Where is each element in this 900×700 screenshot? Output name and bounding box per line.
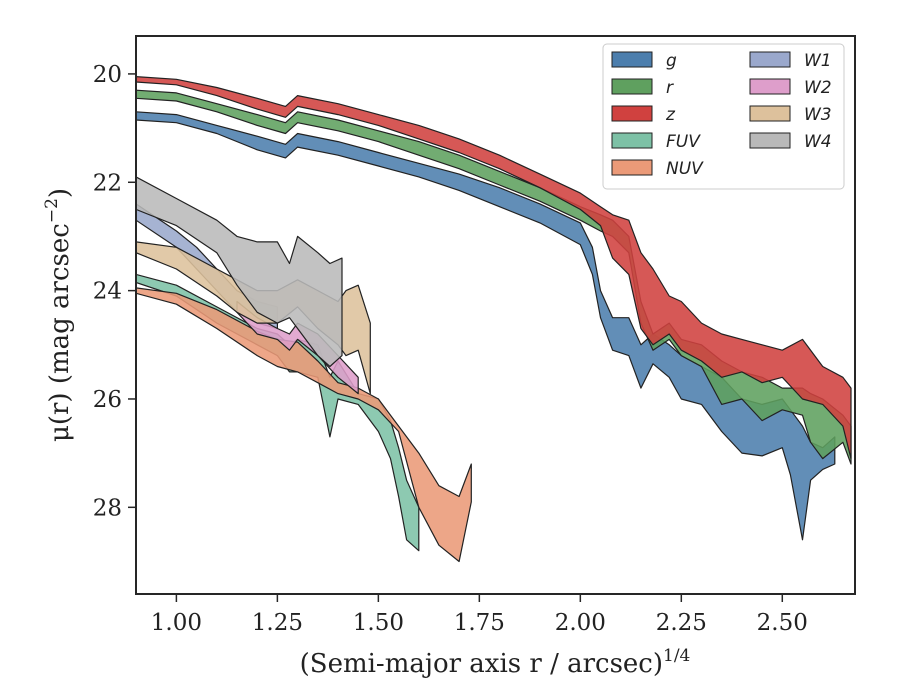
legend-swatch-w4 xyxy=(749,132,791,149)
x-axis-label: (Semi-major axis r / arcsec)1/4 xyxy=(300,646,691,679)
legend-label-nuv: NUV xyxy=(666,159,704,179)
legend: grz FUV NUV W1 W2 W3 W4 xyxy=(602,43,845,190)
y-tick-label: 24 xyxy=(93,279,122,305)
plot-frame xyxy=(135,35,856,595)
legend-swatch-g xyxy=(611,51,653,68)
band-w2 xyxy=(236,300,359,395)
legend-label-r: r xyxy=(666,78,674,98)
series-layer xyxy=(136,75,852,563)
legend-swatch-w1 xyxy=(749,51,791,68)
band-w4 xyxy=(136,176,343,368)
legend-swatch-z xyxy=(611,105,653,122)
x-tick-label: 2.25 xyxy=(656,610,707,636)
ticks-layer: 1.00 1.25 1.50 1.75 2.00 2.25 2.50 20 22 24 26 28 xyxy=(93,62,808,636)
legend-label-z: z xyxy=(665,105,676,125)
legend-label-w3: W3 xyxy=(804,105,832,125)
x-tick-label: 1.50 xyxy=(353,610,404,636)
y-tick-label: 20 xyxy=(93,62,122,88)
legend-swatch-w2 xyxy=(749,78,791,95)
y-tick-label: 26 xyxy=(93,387,122,413)
x-tick-label: 2.00 xyxy=(555,610,606,636)
legend-label-fuv: FUV xyxy=(666,132,701,152)
x-tick-label: 1.00 xyxy=(151,610,202,636)
band-z xyxy=(136,75,852,460)
legend-swatch-fuv xyxy=(611,132,653,149)
band-r xyxy=(136,89,852,465)
legend-swatch-r xyxy=(611,78,653,95)
legend-label-w4: W4 xyxy=(804,132,832,152)
y-axis-label: μ(r) (mag arcsec−2) xyxy=(42,188,75,442)
x-tick-label: 1.75 xyxy=(454,610,505,636)
legend-label-w1: W1 xyxy=(804,51,832,71)
x-tick-label: 1.25 xyxy=(252,610,303,636)
legend-label-w2: W2 xyxy=(804,78,832,98)
band-nuv xyxy=(136,287,472,563)
y-tick-label: 28 xyxy=(93,495,122,521)
x-tick-label: 2.50 xyxy=(757,610,808,636)
legend-swatch-nuv xyxy=(611,159,653,176)
legend-label-g: g xyxy=(666,51,677,71)
legend-swatch-w3 xyxy=(749,105,791,122)
y-tick-label: 22 xyxy=(93,170,122,196)
band-g xyxy=(136,111,836,541)
